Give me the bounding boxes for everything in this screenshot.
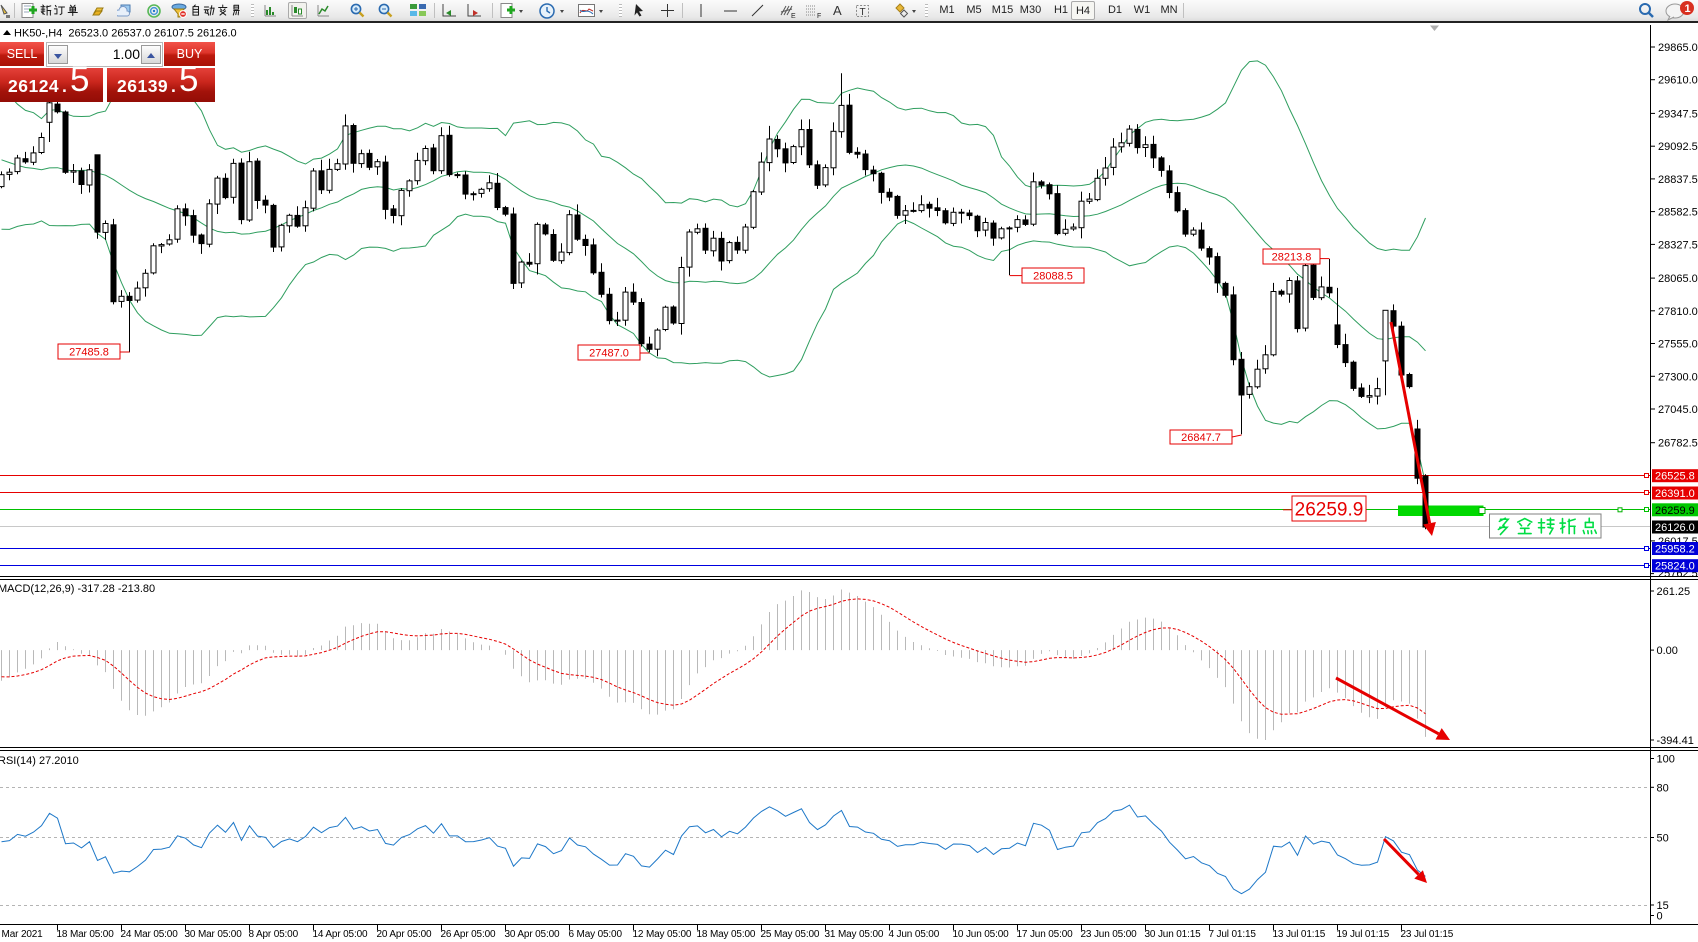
svg-text:MACD(12,26,9) -317.28 -213.80: MACD(12,26,9) -317.28 -213.80 [0,583,155,595]
svg-text:26525.8: 26525.8 [1655,471,1695,483]
svg-text:19 Jul 01:15: 19 Jul 01:15 [1337,929,1390,940]
svg-text:0: 0 [1657,911,1663,923]
svg-text:10 Jun 05:00: 10 Jun 05:00 [953,929,1010,940]
svg-text:26259.9: 26259.9 [1295,499,1364,520]
svg-text:RSI(14) 27.2010: RSI(14) 27.2010 [0,755,79,767]
svg-text:20 Apr 05:00: 20 Apr 05:00 [377,929,433,940]
svg-text:7 Jul 01:15: 7 Jul 01:15 [1209,929,1257,940]
svg-text:24 Mar 05:00: 24 Mar 05:00 [121,929,179,940]
svg-text:27487.0: 27487.0 [589,348,629,360]
svg-text:30 Mar 05:00: 30 Mar 05:00 [185,929,243,940]
svg-text:27045.0: 27045.0 [1658,404,1698,416]
svg-text:27810.0: 27810.0 [1658,306,1698,318]
svg-text:13 Jul 01:15: 13 Jul 01:15 [1273,929,1326,940]
svg-text:2 Mar 2021: 2 Mar 2021 [0,929,43,940]
svg-text:100: 100 [1657,754,1675,766]
svg-text:25 May 05:00: 25 May 05:00 [761,929,820,940]
svg-text:28327.5: 28327.5 [1658,239,1698,251]
svg-text:29092.5: 29092.5 [1658,141,1698,153]
svg-text:25824.0: 25824.0 [1655,561,1695,573]
svg-text:T: T [860,7,866,18]
svg-text:6 May 05:00: 6 May 05:00 [569,929,623,940]
svg-text:29865.0: 29865.0 [1658,42,1698,54]
svg-text:4 Jun 05:00: 4 Jun 05:00 [889,929,940,940]
svg-text:29347.5: 29347.5 [1658,108,1698,120]
svg-text:28837.5: 28837.5 [1658,174,1698,186]
svg-text:17 Jun 05:00: 17 Jun 05:00 [1017,929,1074,940]
svg-text:261.25: 261.25 [1657,586,1691,598]
svg-text:29610.0: 29610.0 [1658,75,1698,87]
svg-text:18 Mar 05:00: 18 Mar 05:00 [57,929,115,940]
svg-text:-394.41: -394.41 [1657,735,1694,747]
svg-text:28213.8: 28213.8 [1272,252,1312,264]
svg-text:12 May 05:00: 12 May 05:00 [633,929,692,940]
svg-text:HK50-,H4 26523.0 26537.0 2610: HK50-,H4 26523.0 26537.0 26107.5 26126.0 [14,28,237,40]
svg-text:23 Jun 05:00: 23 Jun 05:00 [1081,929,1138,940]
svg-text:28088.5: 28088.5 [1033,271,1073,283]
svg-text:15: 15 [1657,900,1669,912]
svg-text:30 Apr 05:00: 30 Apr 05:00 [505,929,561,940]
svg-text:27485.8: 27485.8 [69,347,109,359]
svg-text:E: E [791,13,796,19]
svg-text:F: F [817,13,821,19]
svg-text:26782.5: 26782.5 [1658,438,1698,450]
svg-text:1: 1 [1685,3,1691,15]
svg-text:26126.0: 26126.0 [1655,522,1695,534]
svg-text:80: 80 [1657,782,1669,794]
svg-text:26 Apr 05:00: 26 Apr 05:00 [441,929,497,940]
svg-text:28065.0: 28065.0 [1658,273,1698,285]
svg-text:8 Apr 05:00: 8 Apr 05:00 [249,929,299,940]
svg-text:30 Jun 01:15: 30 Jun 01:15 [1145,929,1202,940]
svg-text:27300.0: 27300.0 [1658,371,1698,383]
svg-text:28582.5: 28582.5 [1658,207,1698,219]
svg-text:50: 50 [1657,833,1669,845]
svg-text:31 May 05:00: 31 May 05:00 [825,929,884,940]
svg-text:23 Jul 01:15: 23 Jul 01:15 [1401,929,1454,940]
svg-text:0.00: 0.00 [1657,645,1678,657]
svg-text:27555.0: 27555.0 [1658,339,1698,351]
svg-text:26259.9: 26259.9 [1655,505,1695,517]
svg-text:25958.2: 25958.2 [1655,544,1695,556]
svg-text:26391.0: 26391.0 [1655,488,1695,500]
svg-text:18 May 05:00: 18 May 05:00 [697,929,756,940]
svg-text:14 Apr 05:00: 14 Apr 05:00 [313,929,369,940]
svg-text:26847.7: 26847.7 [1181,432,1221,444]
